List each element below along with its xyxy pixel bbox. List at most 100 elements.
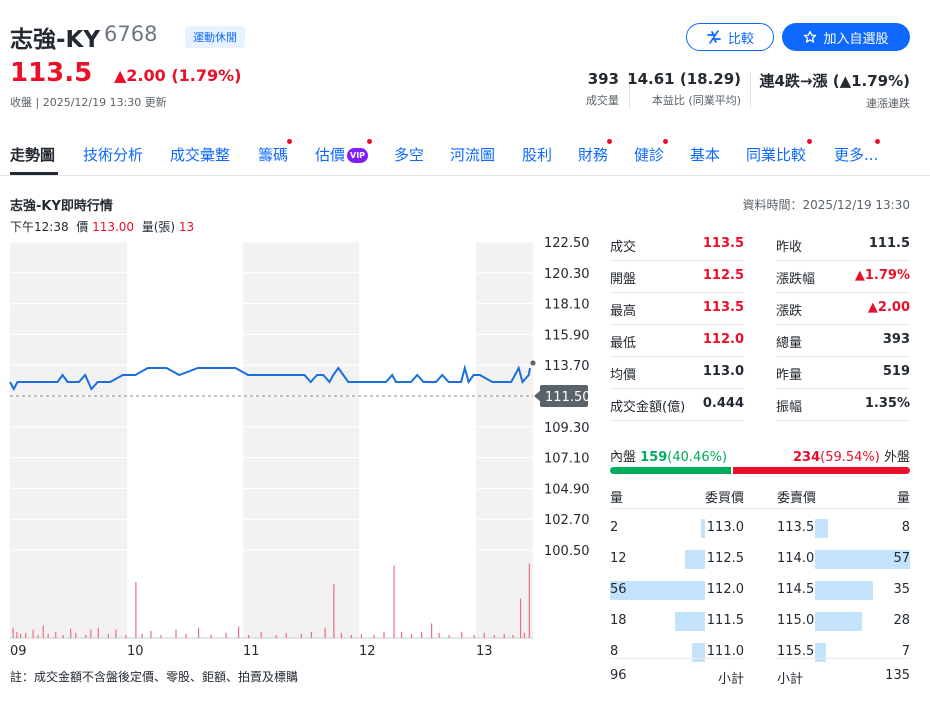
tab-valuation[interactable]: 估價 VIP <box>315 144 369 165</box>
stat-volume-value: 393 <box>587 70 619 88</box>
volume-bar <box>32 629 34 638</box>
bid-volume: 2 <box>610 520 619 535</box>
bid-volume-bar <box>685 550 705 569</box>
ask-volume: 57 <box>893 551 910 566</box>
quote-row: 開盤 112.5 <box>610 261 744 293</box>
close-time: 收盤 | 2025/12/19 13:30 更新 <box>10 96 167 109</box>
x-tick-label: 11 <box>243 644 260 659</box>
reference-tag-text: 111.50 <box>545 390 591 405</box>
hover-time: 下午12:38 <box>10 220 69 234</box>
ask-volume-bar <box>815 612 862 631</box>
volume-bar <box>493 634 495 638</box>
quote-value: ▲2.00 <box>867 300 910 315</box>
watchlist-label: 加入自選股 <box>823 31 889 47</box>
bid-total: 96 <box>610 668 627 683</box>
quote-label: 昨量 <box>776 368 803 383</box>
volume-bar <box>410 633 413 638</box>
hover-info: 下午12:38 價 113.00 量(張) 13 <box>10 218 194 235</box>
volume-bar <box>115 629 117 638</box>
quote-row: 漲跌 ▲2.00 <box>776 293 910 325</box>
y-tick-label: 115.90 <box>544 328 590 343</box>
quote-row: 昨量 519 <box>776 357 910 389</box>
x-tick-label: 13 <box>476 644 493 659</box>
volume-bar <box>473 634 475 638</box>
volume-bar <box>160 634 162 638</box>
stat-volume-label: 成交量 <box>586 94 619 107</box>
add-watchlist-button[interactable]: 加入自選股 <box>782 23 910 51</box>
ask-price: 114.0 <box>777 551 815 566</box>
volume-bar <box>62 634 64 638</box>
ask-subtotal-label: 小計 <box>777 672 804 687</box>
tab-summary[interactable]: 成交彙整 <box>170 146 231 164</box>
bid-volume: 56 <box>610 582 627 597</box>
tab-financial[interactable]: 財務 <box>578 146 609 164</box>
quote-value: 112.5 <box>702 268 744 283</box>
volume-bar <box>12 627 14 638</box>
tab-health[interactable]: 健診 <box>634 146 665 164</box>
tab-peer[interactable]: 同業比較 <box>746 146 807 164</box>
quote-label: 總量 <box>776 336 803 351</box>
volume-bar <box>393 565 395 638</box>
volume-bar <box>461 631 463 638</box>
volume-bar <box>523 632 525 638</box>
notification-dot <box>807 139 812 144</box>
stat-pe-value: 14.61 (18.29) <box>627 70 741 88</box>
stat-streak-value: 連4跌→漲 (▲1.79%) <box>759 72 910 90</box>
quote-label: 昨收 <box>776 240 803 255</box>
volume-bar <box>55 631 57 638</box>
quote-row: 最高 113.5 <box>610 293 744 325</box>
orderbook-header-vol2: 量 <box>896 491 910 506</box>
orderbook-header-vol: 量 <box>610 491 624 506</box>
stat-divider <box>629 72 630 108</box>
ask-price: 115.0 <box>777 613 815 628</box>
notification-dot <box>607 139 612 144</box>
volume-bar <box>360 633 363 638</box>
stat-pe-label: 本益比 (同業平均) <box>651 94 741 107</box>
x-tick-label: 09 <box>10 644 27 659</box>
stat-streak: 連4跌→漲 (▲1.79%) 連漲連跌 <box>759 70 910 111</box>
bid-subtotal-label: 小計 <box>717 672 744 687</box>
volume-bar <box>135 581 137 638</box>
tab-more[interactable]: 更多... <box>834 146 879 164</box>
tab-dividend[interactable]: 股利 <box>522 146 553 164</box>
quote-label: 均價 <box>610 368 637 383</box>
bid-volume-bar <box>692 643 705 662</box>
y-tick-label: 107.10 <box>544 452 590 467</box>
quote-label: 最高 <box>610 304 637 319</box>
volume-bar <box>107 633 109 638</box>
hover-price: 113.00 <box>92 220 135 234</box>
volume-bar <box>400 631 403 638</box>
bid-price: 113.0 <box>706 520 744 535</box>
footnote: 註：成交金額不含盤後定價、零股、鉅額、拍賣及標購 <box>10 670 299 684</box>
compare-button[interactable]: 比較 <box>686 23 774 51</box>
tab-basic[interactable]: 基本 <box>690 146 721 164</box>
volume-bar <box>310 631 312 638</box>
tab-technical[interactable]: 技術分析 <box>83 146 144 164</box>
compare-icon <box>707 30 721 44</box>
tab-chips[interactable]: 籌碼 <box>258 146 289 164</box>
volume-bar <box>185 633 187 638</box>
volume-bar <box>42 625 44 638</box>
volume-bar <box>512 634 514 638</box>
volume-bar <box>350 634 353 638</box>
volume-bar <box>483 632 485 638</box>
price-change: ▲2.00 (1.79%) <box>114 66 242 85</box>
y-tick-label: 102.70 <box>544 513 590 528</box>
y-tick-label: 120.30 <box>544 267 590 282</box>
section-title: 志強-KY即時行情 <box>10 199 113 214</box>
quote-label: 最低 <box>610 336 637 351</box>
tab-trend[interactable]: 走勢圖 <box>10 146 56 164</box>
tab-river[interactable]: 河流圖 <box>450 146 496 164</box>
hover-vol: 13 <box>178 220 195 234</box>
y-tick-label: 113.70 <box>544 359 590 374</box>
divider <box>610 658 744 659</box>
notification-dot <box>663 139 668 144</box>
quote-row: 昨收 111.5 <box>776 229 910 261</box>
outer-ratio-bar <box>733 467 910 474</box>
industry-tag[interactable]: 運動休閒 <box>185 26 245 48</box>
tab-longshort[interactable]: 多空 <box>394 146 425 164</box>
intraday-chart[interactable]: 122.50 120.30 118.10 115.90 113.70 109.30 107.… <box>0 230 600 660</box>
volume-bar <box>420 631 423 638</box>
x-tick-label: 12 <box>359 644 376 659</box>
volume-bar <box>47 633 49 638</box>
